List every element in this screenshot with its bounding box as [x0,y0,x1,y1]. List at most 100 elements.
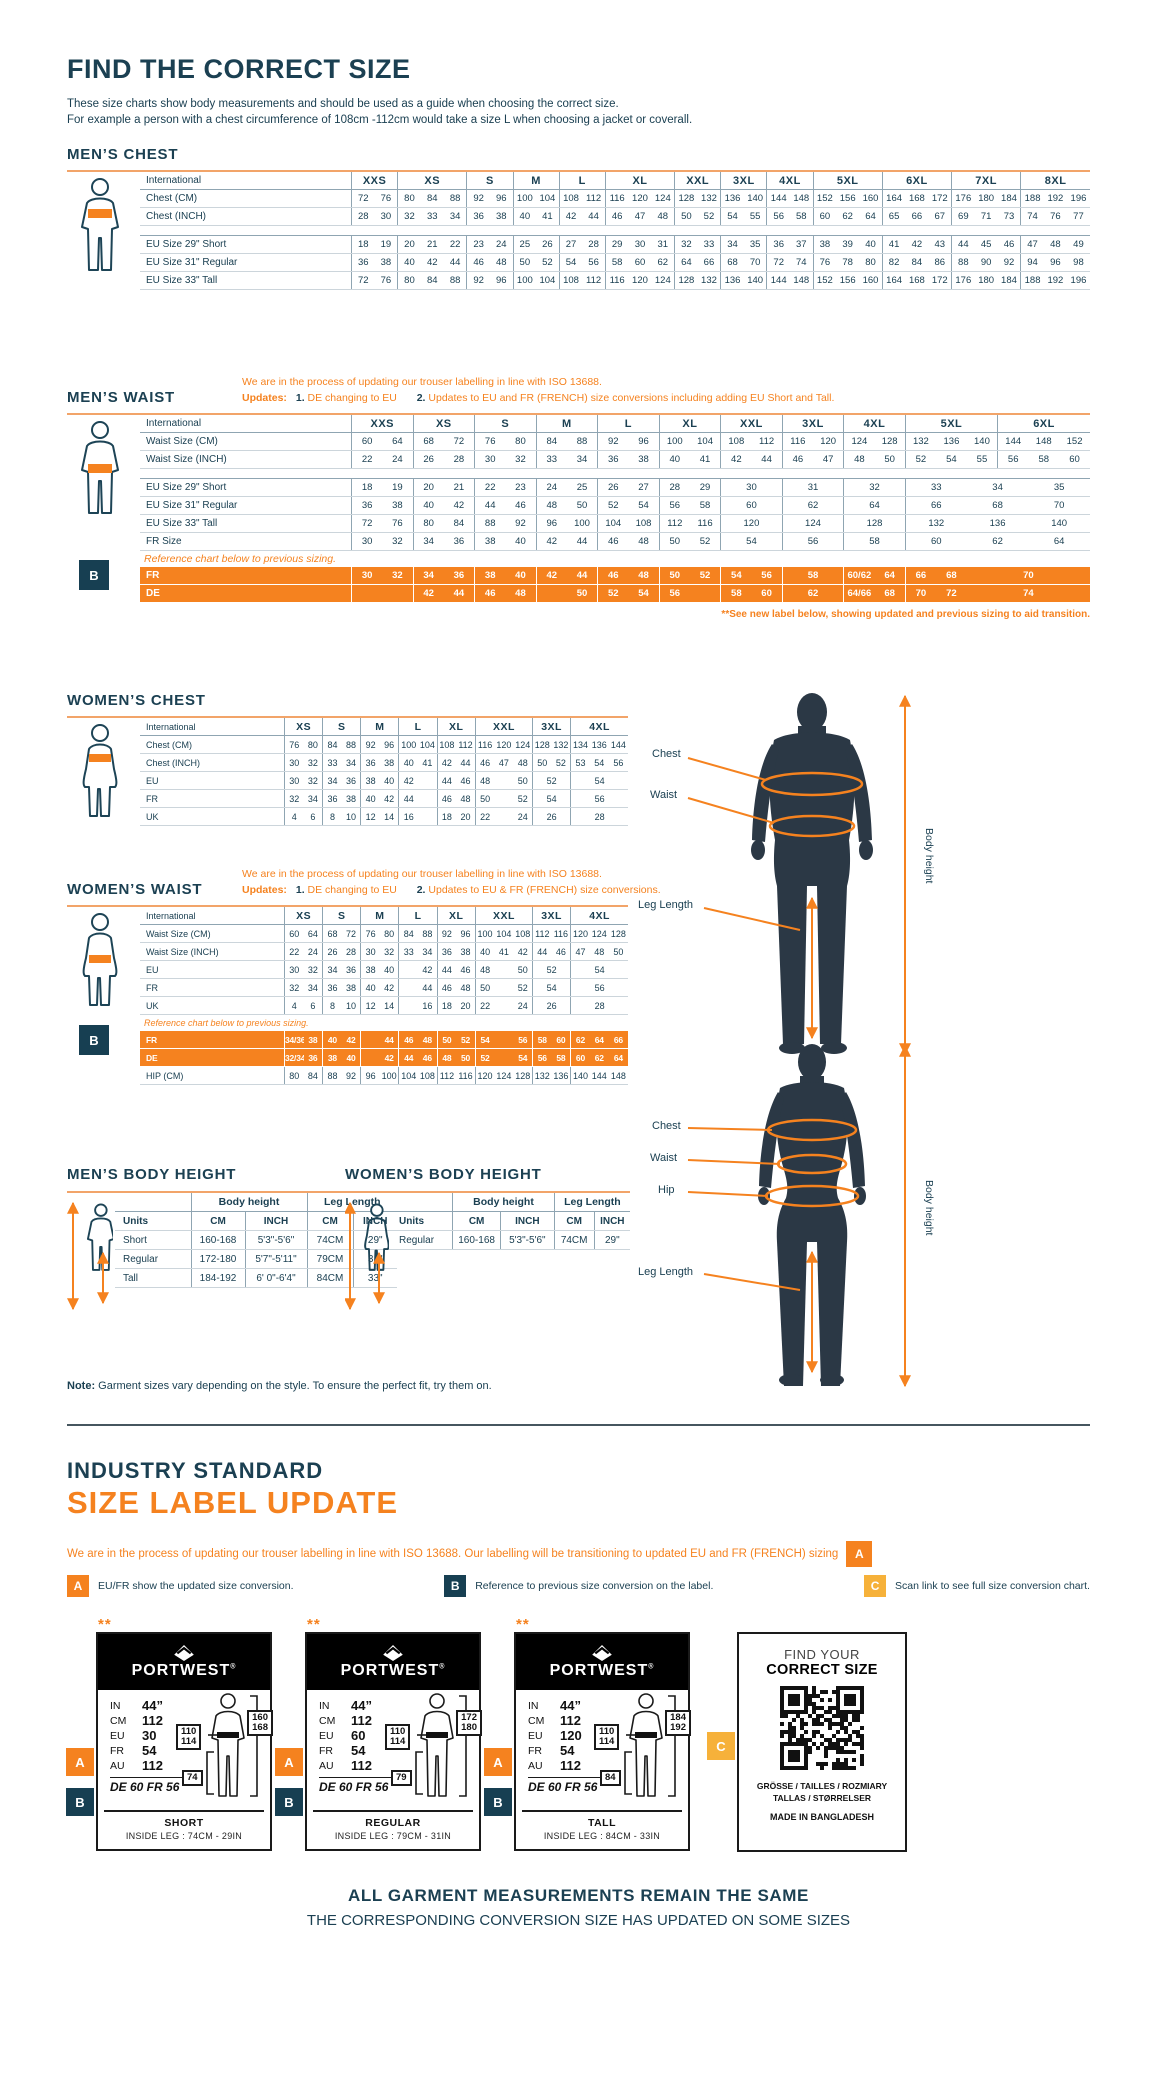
spec-key: FR [319,1744,333,1757]
size-cell: 38 [474,532,506,551]
size-cell: 152 [812,189,837,208]
size-cell: 68 [874,584,906,603]
size-cell: 32 [397,207,421,226]
size-cell [398,996,419,1015]
size-cell: 64 [589,1031,609,1049]
size-cell: 44 [951,235,975,254]
size-cell: 50 [512,253,537,272]
size-cell: 56 [751,567,783,585]
size-cell: 84 [905,253,929,272]
size-cell: 100 [512,189,537,208]
size-cell: 52 [536,253,560,272]
qr-code [780,1686,864,1770]
size-group-header: L [558,172,606,190]
size-cell: 31 [651,235,675,254]
label-figure-icon [206,1693,258,1797]
size-cell: 47 [628,207,652,226]
size-group-header: 3XL [720,172,767,190]
cell: 79CM [306,1249,353,1269]
label-footer: REGULAR INSIDE LEG : 79CM - 31IN [307,1812,479,1849]
unit-cm: CM [190,1211,245,1231]
size-cell: 30 [283,960,304,979]
fit-name: REGULAR [365,1817,421,1829]
size-cell: 44 [443,584,475,603]
size-cell: 88 [443,189,467,208]
size-cell: 104 [536,189,560,208]
figure-label-body-height: Body height [923,828,935,884]
size-cell: 64 [674,253,698,272]
mens-waist-section: We are in the process of updating our tr… [67,376,1090,620]
previous-sizing: DE 60 FR 56 [110,1777,196,1794]
size-cell [494,789,514,808]
size-cell: 32 [382,567,414,585]
label-spec-row: EU 60 [319,1728,479,1743]
size-cell: 124 [494,1066,514,1085]
size-cell: 62 [966,532,1029,551]
size-cell: 104 [536,271,560,290]
womens-waist-title: WOMEN’S WAIST [67,881,203,898]
size-cell: 124 [589,924,609,943]
size-cell: 66 [697,253,721,272]
waist-range-box: 110 114 [594,1724,620,1750]
size-cell: 52 [532,771,571,790]
size-cell: 90 [974,253,998,272]
size-cell: 168 [905,271,929,290]
size-cell: 64/66 [843,584,875,603]
size-cell: 116 [551,924,571,943]
size-cell: 36 [436,942,457,961]
size-group-header: 7XL [951,172,1021,190]
size-cell [382,584,414,603]
size-cell: 38 [341,789,361,808]
size-cell: 28 [570,996,628,1015]
footer-line-2: THE CORRESPONDING CONVERSION SIZE HAS UP… [306,1912,851,1929]
size-group-header: XXL [674,172,721,190]
size-cell: 50 [513,771,533,790]
size-cell: 50 [674,207,698,226]
size-cell: 128 [874,432,906,451]
size-cell: 128 [513,1066,533,1085]
row-label: Chest (CM) [140,735,285,754]
size-cell: 58 [789,207,814,226]
badge-b: B [484,1788,512,1816]
size-group-header: 6XL [881,172,952,190]
size-cell: 84 [398,924,419,943]
leg-length-box: 74 [182,1770,203,1786]
size-cell: 54 [936,450,967,469]
cell: 5'3"-5'6" [244,1230,307,1250]
size-cell: 26 [597,478,629,497]
size-cell: 124 [781,514,844,533]
size-cell: 120 [628,271,652,290]
size-cell: 108 [436,735,457,754]
fit-name: SHORT [164,1817,204,1829]
size-group-header: XS [412,415,475,433]
size-cell: 37 [789,235,814,254]
cell: 172-180 [190,1249,245,1269]
size-cell: 144 [766,189,790,208]
size-cell [494,1048,514,1067]
intro-text: We are in the process of updating our tr… [67,1548,839,1560]
size-cell: 84 [420,189,444,208]
womens-waist-table: B International XS S M L XL XXL 3XL 4XL Waist Siz… [67,905,628,1085]
size-cell: 28 [341,942,361,961]
size-cell: 48 [513,753,533,772]
size-cell: 36 [443,532,475,551]
size-cell: 54 [720,532,783,551]
size-cell: 76 [1043,207,1067,226]
cell: 5'3"-5'6" [499,1230,555,1250]
see-label-footnote: **See new label below, showing updated a… [721,609,1090,620]
size-cell: 40 [341,1048,361,1067]
size-cell: 34 [418,942,438,961]
size-cell: 52 [513,789,533,808]
size-cell: 92 [341,1066,361,1085]
size-cell: 48 [474,960,495,979]
size-cell: 48 [456,789,476,808]
size-cell: 48 [436,1048,457,1067]
size-cell: 80 [397,271,421,290]
portwest-diamond-icon [383,1644,403,1661]
size-cell: 40 [397,253,421,272]
unit-inch: INCH [593,1211,630,1231]
size-cell: 40 [360,978,380,997]
size-cell: 56 [532,1048,552,1067]
size-cell [360,1031,380,1049]
size-cell: 54 [628,584,660,603]
